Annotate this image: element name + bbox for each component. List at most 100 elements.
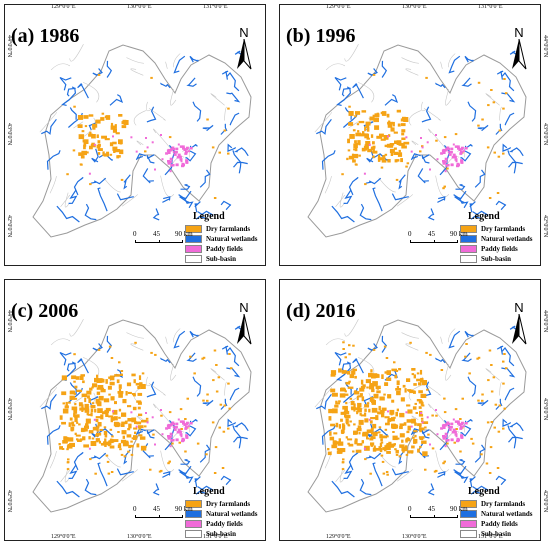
wetland-stream [496, 345, 504, 355]
dry-farmland-patch [421, 440, 427, 444]
wetland-stream [46, 150, 61, 170]
wetland-stream [336, 362, 352, 381]
paddy-field-patch [151, 416, 154, 419]
sub-basin-line [448, 328, 456, 343]
sub-basin-line [136, 140, 144, 146]
wetland-stream [495, 200, 507, 211]
dry-farmland-patch [390, 417, 395, 422]
sub-basin-line [335, 469, 345, 483]
dry-farmland-patch [366, 126, 370, 132]
legend-title: Legend [193, 211, 225, 222]
dry-farmland-patch [407, 450, 411, 454]
dry-farmland-patch [228, 353, 231, 355]
dry-farmland-patch [228, 407, 231, 410]
dry-farmland-patch [333, 432, 338, 435]
dry-farmland-patch [227, 107, 230, 110]
sub-basin-line [335, 194, 345, 208]
dry-farmland-patch [78, 134, 85, 140]
dry-farmland-patch [490, 364, 493, 366]
wetland-stream [352, 357, 364, 374]
dry-farmland-patch [492, 376, 496, 379]
dry-farmland-patch [134, 420, 137, 425]
dry-farmland-patch [335, 400, 338, 405]
dry-farmland-patch [383, 393, 386, 396]
dry-farmland-patch [361, 396, 365, 402]
dry-farmland-patch [184, 450, 187, 453]
wetland-stream [508, 161, 523, 168]
wetland-stream [501, 347, 515, 367]
dry-farmland-patch [348, 443, 354, 447]
dry-farmland-patch [424, 426, 427, 429]
dry-farmland-patch [477, 399, 480, 402]
sub-basin-line [160, 450, 175, 472]
dry-farmland-patch [485, 462, 489, 465]
sub-basin-line [339, 467, 345, 483]
panel-title: (d) 2016 [286, 300, 356, 322]
dry-farmland-patch [81, 427, 87, 432]
dry-farmland-patch [150, 76, 153, 79]
dry-farmland-patch [465, 343, 468, 345]
dry-farmland-patch [94, 472, 97, 475]
dry-farmland-patch [78, 152, 84, 156]
wetland-stream [178, 469, 194, 484]
dry-farmland-patch [398, 368, 402, 371]
dry-farmland-patch [375, 415, 379, 421]
dry-farmland-patch [337, 448, 343, 453]
dry-farmland-patch [116, 155, 120, 159]
dry-farmland-patch [121, 412, 127, 417]
wetland-stream [41, 393, 57, 410]
dry-farmland-patch [488, 197, 492, 199]
dry-farmland-patch [120, 423, 125, 427]
paddy-field-patch [456, 420, 460, 423]
wetland-stream [123, 449, 131, 465]
paddy-field-patch [460, 435, 464, 439]
paddy-field-patch [176, 431, 180, 434]
dry-farmland-patch [455, 428, 458, 430]
dry-farmland-patch [62, 408, 69, 414]
dry-farmland-patch [342, 405, 348, 410]
wetland-stream [495, 398, 503, 410]
paddy-field-patch [183, 148, 187, 151]
side-tick: 43°0'0"N [6, 123, 12, 146]
dry-farmland-patch [96, 374, 99, 378]
dry-farmland-patch [488, 472, 492, 474]
wetland-stream [84, 203, 97, 221]
dry-farmland-patch [496, 467, 500, 469]
dry-farmland-patch [459, 450, 462, 453]
paddy-field-patch [167, 151, 171, 154]
dry-farmland-patch [141, 419, 147, 423]
dry-farmland-patch [403, 422, 407, 426]
dry-farmland-patch [105, 412, 109, 417]
dry-farmland-patch [101, 387, 105, 390]
dry-farmland-patch [393, 416, 396, 419]
dry-farmland-patch [67, 458, 70, 461]
map-panel-b: (b) 1996 129°0'0"E 130°0'0"E 131°0'0"E 4… [279, 4, 548, 266]
paddy-field-patch [175, 163, 179, 167]
paddy-field-patch [444, 157, 448, 161]
dry-farmland-patch [126, 434, 132, 438]
dry-farmland-patch [144, 150, 147, 153]
paddy-field-patch [184, 425, 188, 429]
dry-farmland-patch [123, 455, 127, 458]
wetland-stream [173, 55, 186, 74]
dry-farmland-patch [91, 402, 95, 405]
wetland-stream [495, 475, 507, 486]
paddy-field-patch [172, 147, 176, 151]
dry-farmland-patch [384, 153, 388, 156]
wetland-stream [343, 112, 358, 128]
sub-basin-line [440, 336, 443, 344]
legend-item-dry: Dry farmlands [185, 499, 265, 509]
wetland-stream [472, 210, 489, 216]
legend-item-paddy: Paddy fields [185, 519, 265, 529]
wetland-stream [192, 376, 202, 397]
sub-basin-line [445, 89, 452, 106]
dry-farmland-patch [364, 408, 367, 412]
paddy-field-patch [458, 148, 462, 151]
paddy-field-patch [179, 433, 183, 436]
sub-basin-line [50, 63, 71, 71]
wetland-stream [233, 161, 248, 168]
paddy-field-patch [452, 418, 455, 421]
dry-farmland-patch [118, 443, 121, 446]
dry-farmland-patch [435, 414, 438, 417]
dry-farmland-patch [167, 462, 170, 465]
